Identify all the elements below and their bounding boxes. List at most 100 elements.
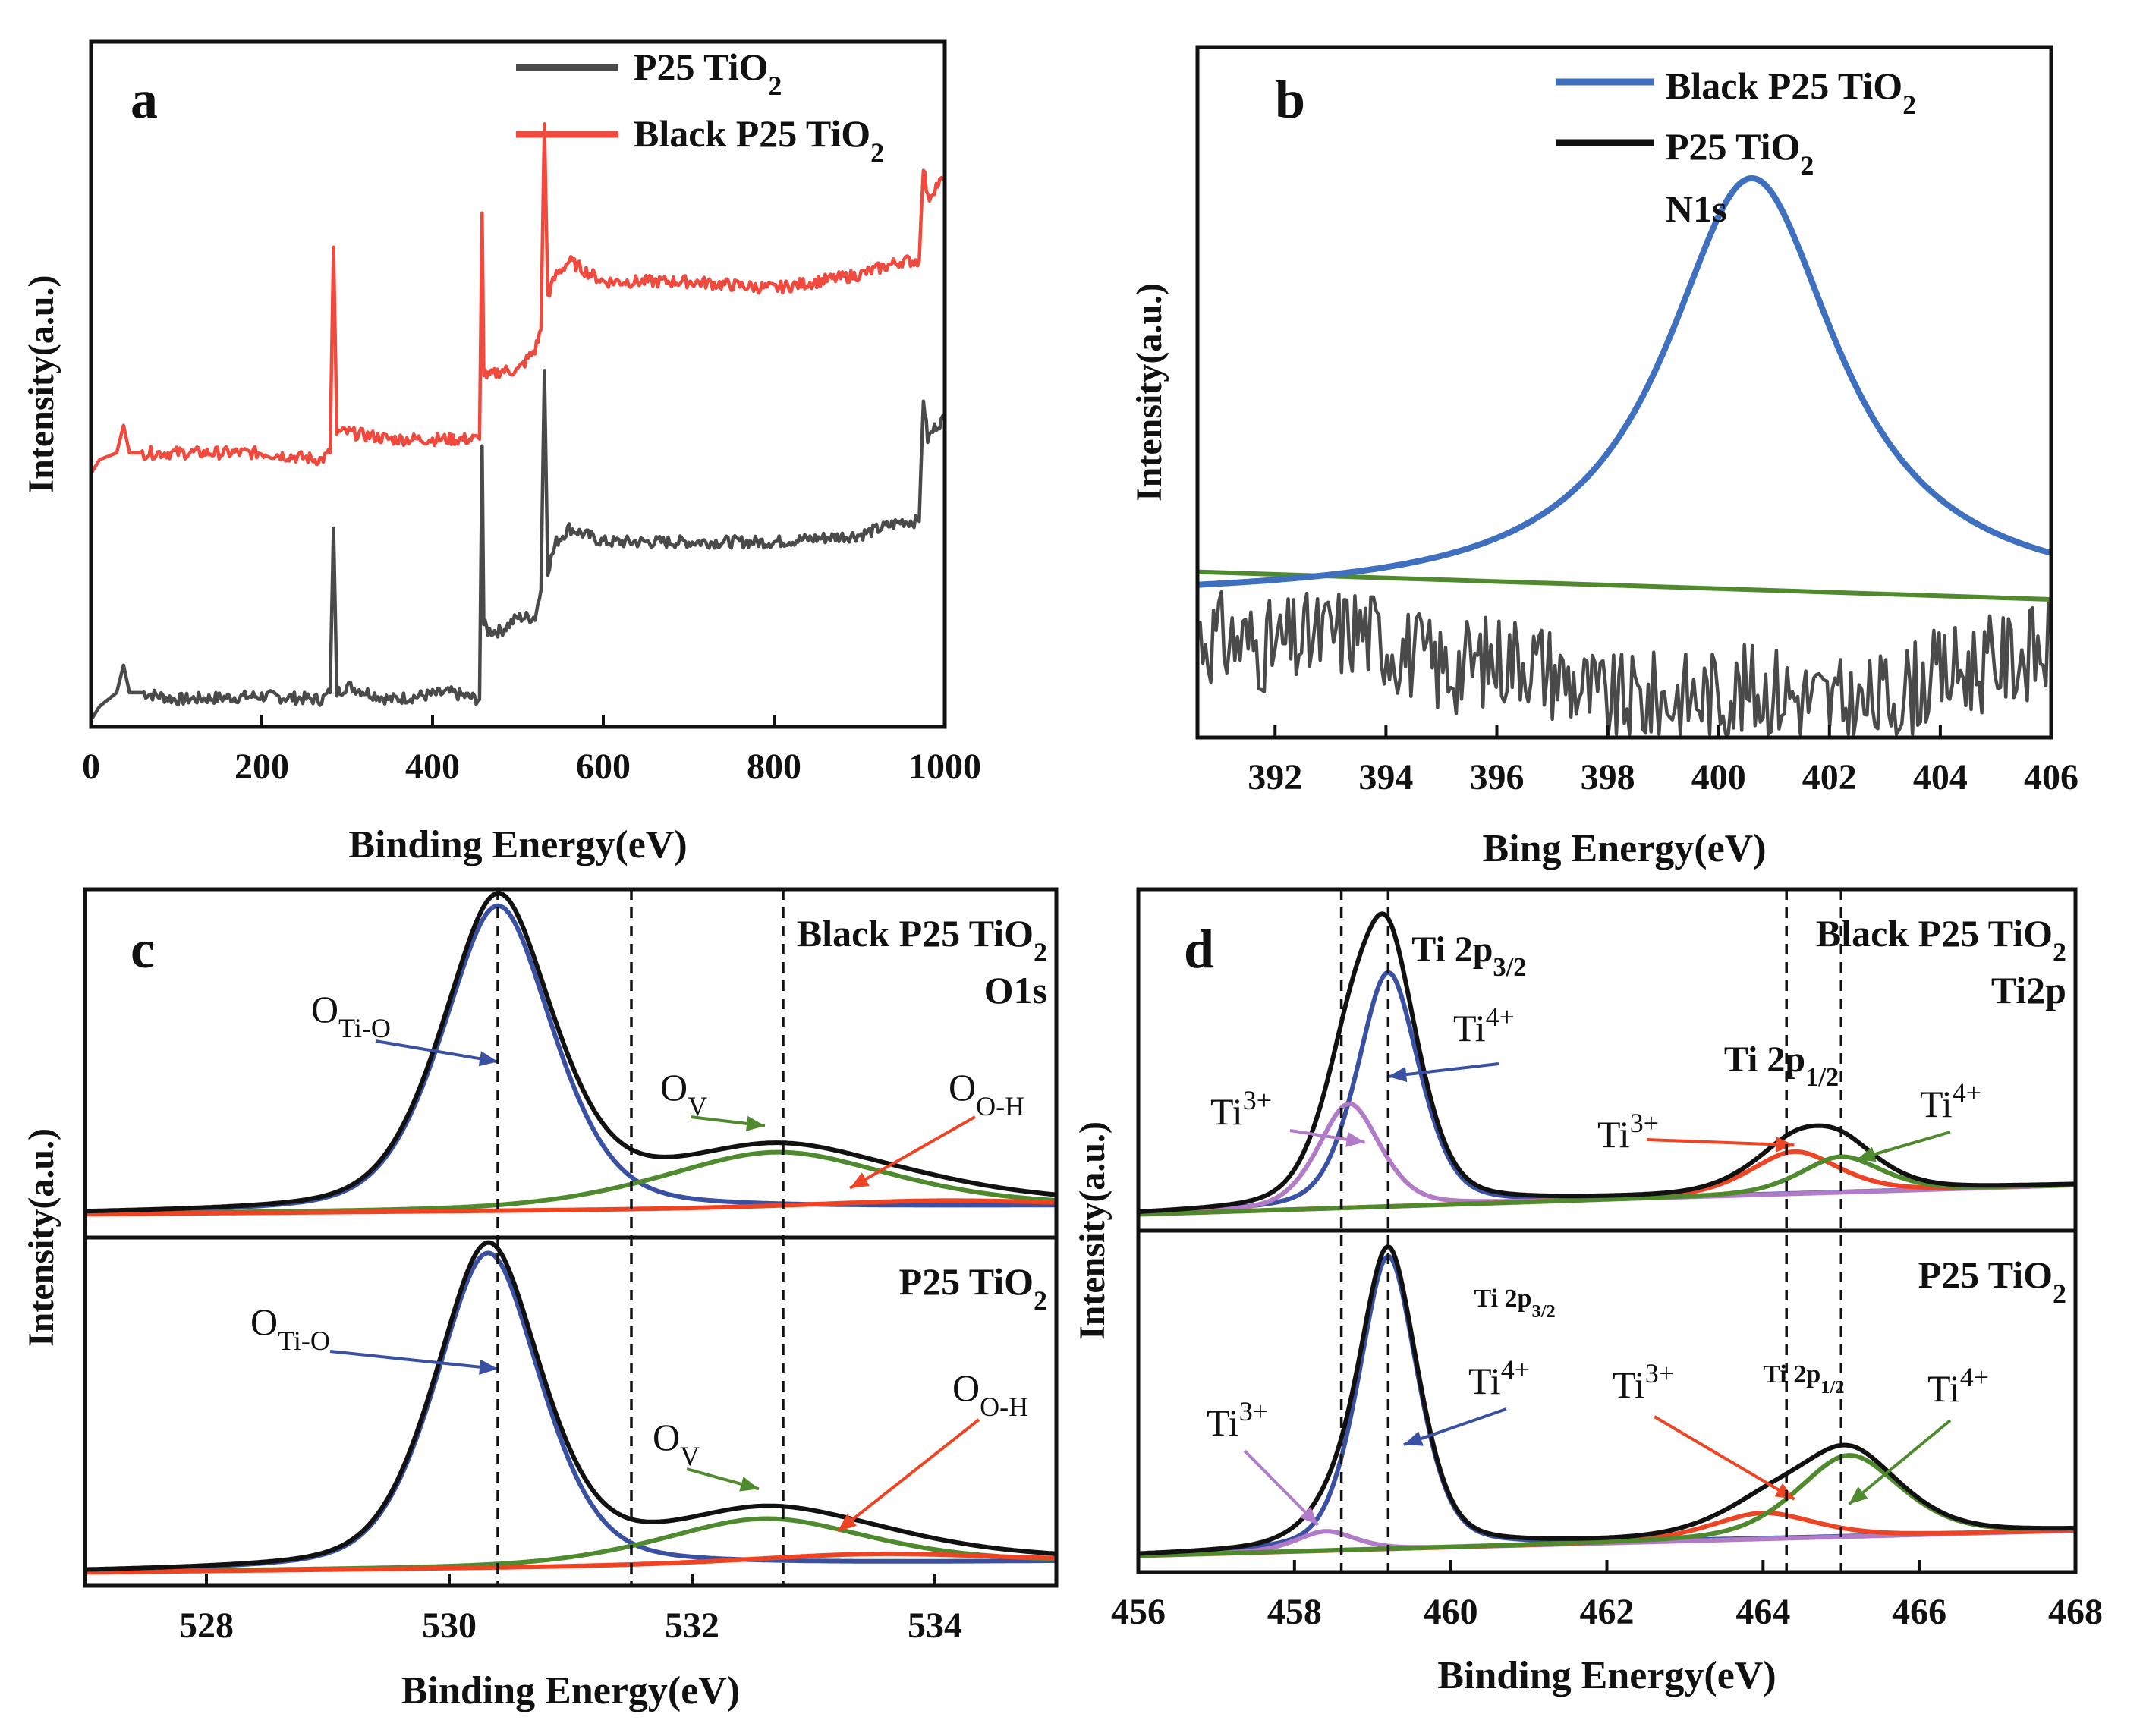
- d-sub0-arrow-1: [1388, 1062, 1499, 1078]
- d-sub0-annotation: Ti2p: [1991, 969, 2066, 1011]
- d-sub0-label-2: Ti3+: [1597, 1108, 1659, 1156]
- d-sub1-arrowhead-2: [1774, 1483, 1795, 1499]
- a-series-p25-line: [90, 369, 946, 722]
- c-sub1-envelope: [85, 1240, 1057, 1572]
- d-sub0-title: Black P25 TiO2: [1816, 912, 2066, 967]
- d-x-tick-label-1: 458: [1267, 1592, 1322, 1632]
- b-legend-label-1: P25 TiO2: [1666, 125, 1814, 181]
- c-y-axis-label: Intensity(a.u.): [21, 1128, 61, 1347]
- c-x-tick-label-0: 528: [179, 1605, 234, 1646]
- d-panel-label: d: [1184, 919, 1214, 980]
- c-sub0-arrowhead-0: [478, 1051, 498, 1067]
- c-sub1-peak-2: [84, 1551, 1057, 1575]
- d-sub1-label-1: Ti4+: [1468, 1354, 1530, 1402]
- d-sub1-arrowhead-1: [1403, 1431, 1424, 1446]
- b-x-tick-label-0: 392: [1248, 757, 1302, 797]
- a-x-tick-label-2: 400: [405, 747, 460, 787]
- d-sub0-label-3: Ti4+: [1920, 1077, 1981, 1125]
- c-x-tick-label-3: 534: [908, 1605, 962, 1646]
- b-legend-label-0: Black P25 TiO2: [1666, 64, 1916, 120]
- d-x-axis-label: Binding Energy(eV): [1437, 1654, 1776, 1697]
- b-x-tick-label-6: 404: [1913, 757, 1968, 797]
- d-sub1-peak-label-0: Ti 2p3/2: [1474, 1285, 1556, 1322]
- d-sub0-arrowhead-3: [1856, 1146, 1877, 1162]
- d-sub0-peak-label-0: Ti 2p3/2: [1411, 929, 1526, 982]
- d-sub0-label-1: Ti4+: [1453, 1002, 1515, 1049]
- b-x-tick-label-7: 406: [2024, 757, 2078, 797]
- c-sub0-arrow-2: [849, 1115, 976, 1190]
- c-sub0-arrow-0: [375, 1039, 499, 1064]
- b-series-black-p25-line: [1197, 175, 2053, 588]
- d-x-tick-label-6: 468: [2048, 1592, 2103, 1632]
- b-n1s-annotation: N1s: [1666, 187, 1727, 230]
- c-sub1-label-2: OO-H: [952, 1366, 1028, 1422]
- d-sub0-peak-label-1: Ti 2p1/2: [1724, 1039, 1839, 1092]
- c-sub1-title: P25 TiO2: [899, 1260, 1047, 1316]
- d-sub1-label-2: Ti3+: [1613, 1358, 1674, 1406]
- b-x-axis-label: Bing Energy(eV): [1482, 827, 1766, 870]
- d-sub1-title: P25 TiO2: [1918, 1253, 2066, 1309]
- d-x-tick-label-5: 466: [1892, 1592, 1946, 1632]
- d-sub0-arrowhead-1: [1388, 1067, 1408, 1083]
- c-x-tick-label-2: 532: [665, 1605, 719, 1646]
- d-y-axis-label: Intensity(a.u.): [1072, 1121, 1112, 1340]
- d-sub0-label-0: Ti3+: [1210, 1085, 1272, 1133]
- c-sub1-arrowhead-0: [479, 1359, 498, 1375]
- b-x-tick-label-1: 394: [1358, 757, 1413, 797]
- c-sub1-label-0: OTi-O: [250, 1300, 330, 1356]
- c-sub0-title: Black P25 TiO2: [797, 912, 1047, 967]
- a-panel-label: a: [131, 69, 158, 130]
- c-x-axis-label: Binding Energy(eV): [401, 1669, 740, 1712]
- a-x-tick-label-3: 600: [576, 747, 631, 787]
- b-x-tick-label-2: 396: [1469, 757, 1524, 797]
- c-sub0-arrowhead-2: [850, 1172, 870, 1188]
- d-x-tick-label-4: 464: [1735, 1592, 1790, 1632]
- d-x-tick-label-0: 456: [1111, 1592, 1166, 1632]
- d-x-tick-label-3: 462: [1580, 1592, 1635, 1632]
- d-sub0-arrow-2: [1646, 1138, 1795, 1147]
- b-panel-label: b: [1275, 69, 1305, 130]
- a-x-tick-label-1: 200: [234, 747, 289, 787]
- b-x-tick-label-3: 398: [1581, 757, 1635, 797]
- c-sub0-label-1: OV: [660, 1066, 707, 1121]
- c-x-tick-label-1: 530: [422, 1605, 477, 1646]
- d-sub1-arrow-3: [1848, 1419, 1952, 1505]
- a-y-axis-label: Intensity(a.u.): [21, 275, 61, 493]
- d-sub1-envelope: [1138, 1244, 2075, 1556]
- d-sub1-label-3: Ti4+: [1927, 1362, 1989, 1410]
- a-legend-label-0: P25 TiO2: [634, 46, 782, 101]
- a-x-tick-label-5: 1000: [908, 747, 981, 787]
- d-sub1-arrowhead-0: [1299, 1506, 1318, 1525]
- d-sub0-peak-3: [1138, 1154, 2076, 1217]
- a-x-axis-label: Binding Energy(eV): [348, 823, 687, 866]
- d-sub1-label-0: Ti3+: [1207, 1396, 1268, 1444]
- c-sub0-envelope: [84, 891, 1057, 1214]
- c-sub0-label-2: OO-H: [949, 1066, 1024, 1121]
- d-sub0-arrowhead-0: [1345, 1131, 1365, 1147]
- c-sub1-label-1: OV: [653, 1416, 700, 1471]
- d-sub1-arrow-2: [1653, 1415, 1795, 1501]
- a-series-black-p25-line: [90, 122, 946, 475]
- d-x-tick-label-2: 460: [1424, 1592, 1478, 1632]
- a-x-tick-label-4: 800: [747, 747, 801, 787]
- c-sub1-arrow-2: [836, 1418, 980, 1533]
- c-sub0-arrowhead-1: [746, 1115, 765, 1131]
- d-sub1-arrowhead-3: [1849, 1486, 1868, 1505]
- a-x-tick-label-0: 0: [82, 747, 100, 787]
- a-axes-frame: [89, 39, 947, 729]
- a-legend-label-1: Black P25 TiO2: [634, 112, 884, 168]
- c-sub1-arrowhead-1: [739, 1477, 759, 1492]
- d-sub0-arrowhead-2: [1776, 1137, 1795, 1153]
- c-panel-label: c: [131, 919, 155, 980]
- b-y-axis-label: Intensity(a.u.): [1129, 283, 1169, 502]
- c-sub1-arrow-0: [329, 1350, 499, 1371]
- d-sub1-peak-label-1: Ti 2p1/2: [1763, 1360, 1844, 1398]
- c-sub0-label-0: OTi-O: [311, 988, 391, 1043]
- b-series-p25-line: [1195, 590, 2053, 736]
- b-x-tick-label-5: 402: [1802, 757, 1857, 797]
- d-sub0-envelope: [1138, 911, 2075, 1214]
- c-sub0-annotation: O1s: [984, 969, 1047, 1011]
- c-sub1-arrowhead-2: [838, 1514, 858, 1531]
- b-axes-frame: [1195, 45, 2053, 740]
